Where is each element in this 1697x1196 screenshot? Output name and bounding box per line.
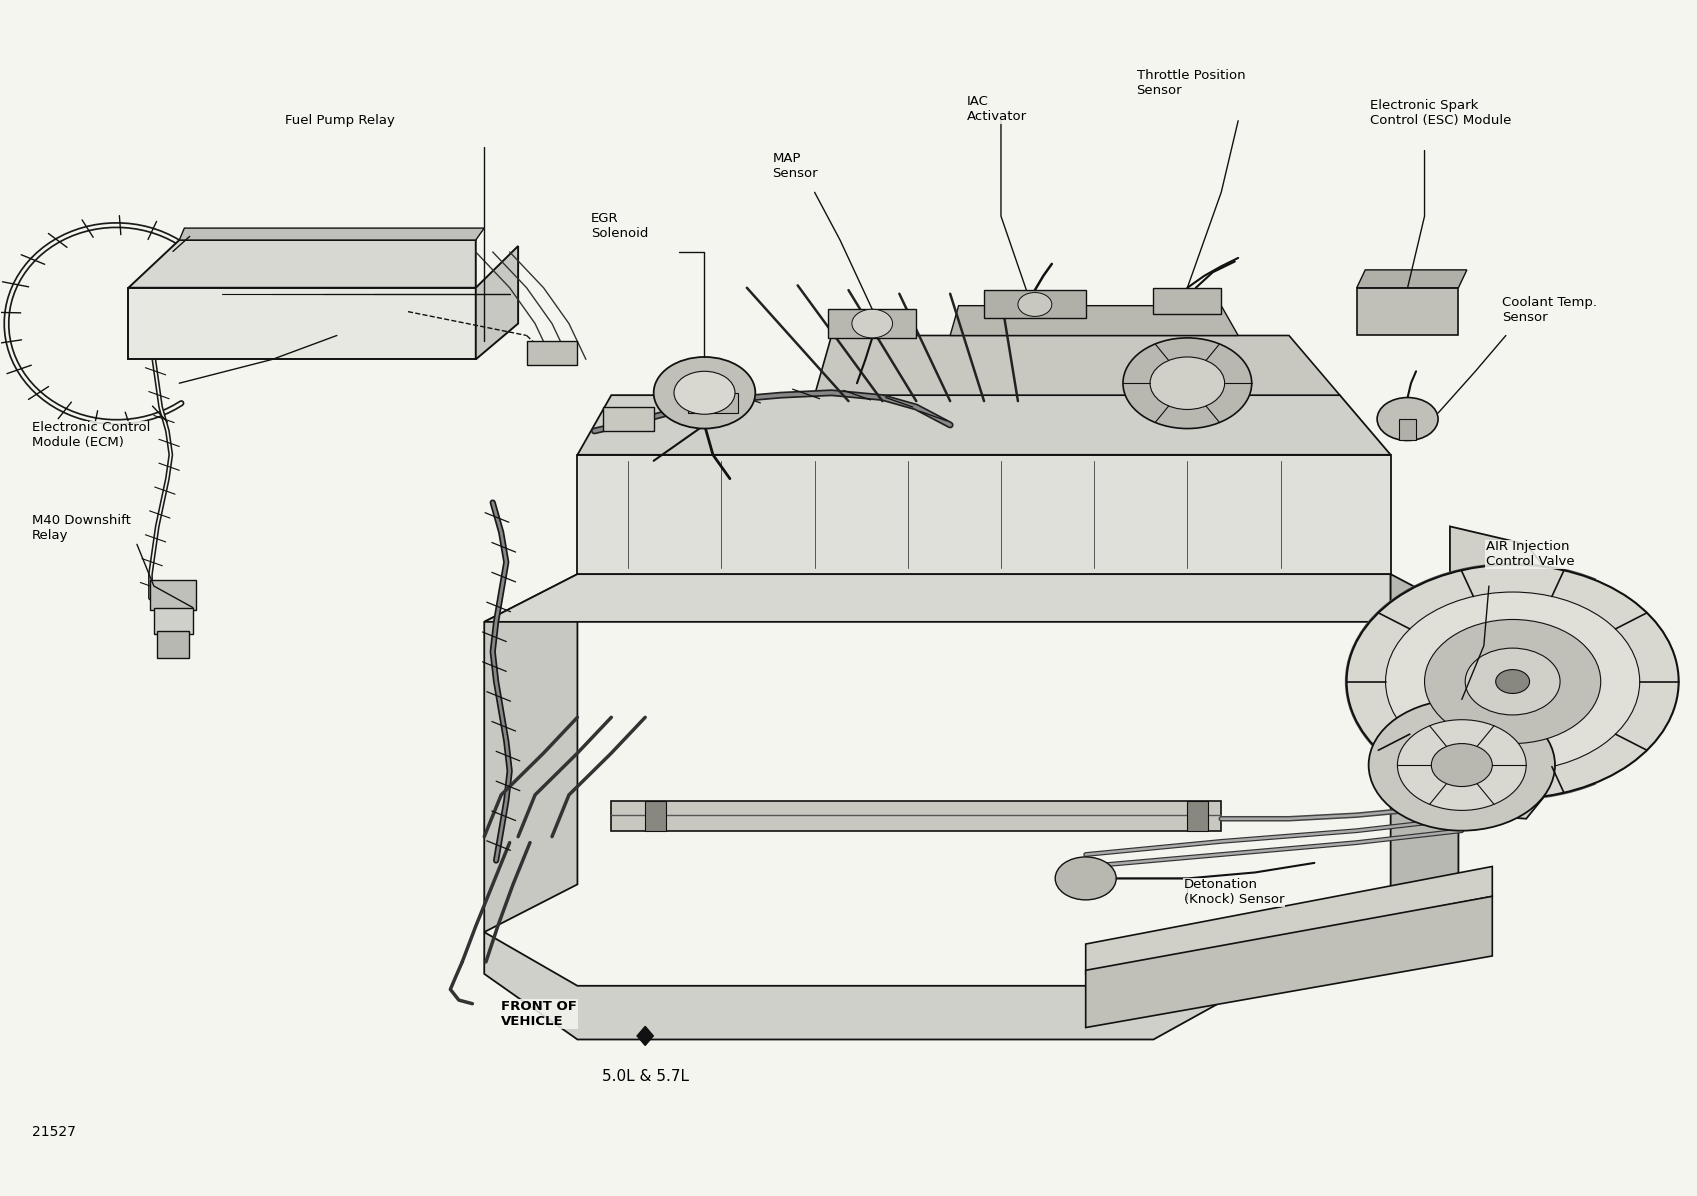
Text: M40 Downshift
Relay: M40 Downshift Relay bbox=[32, 514, 131, 543]
Polygon shape bbox=[1188, 801, 1208, 831]
Polygon shape bbox=[475, 246, 518, 359]
Circle shape bbox=[1151, 356, 1225, 409]
Polygon shape bbox=[180, 228, 484, 240]
Polygon shape bbox=[1358, 288, 1458, 336]
Text: MAP
Sensor: MAP Sensor bbox=[772, 152, 818, 181]
Circle shape bbox=[674, 371, 735, 414]
Polygon shape bbox=[645, 801, 665, 831]
Text: Throttle Position
Sensor: Throttle Position Sensor bbox=[1137, 69, 1246, 97]
Polygon shape bbox=[484, 932, 1273, 1039]
Text: EGR
Solenoid: EGR Solenoid bbox=[591, 212, 648, 240]
Text: Electronic Control
Module (ECM): Electronic Control Module (ECM) bbox=[32, 421, 151, 450]
Polygon shape bbox=[950, 306, 1239, 336]
Polygon shape bbox=[151, 580, 197, 610]
Polygon shape bbox=[484, 574, 1390, 622]
Polygon shape bbox=[1086, 866, 1492, 974]
Polygon shape bbox=[154, 608, 193, 634]
Polygon shape bbox=[129, 240, 475, 288]
Text: Fuel Pump Relay: Fuel Pump Relay bbox=[285, 114, 395, 127]
Polygon shape bbox=[1086, 896, 1492, 1027]
Text: AIR Injection
Control Valve: AIR Injection Control Valve bbox=[1485, 541, 1575, 568]
Polygon shape bbox=[129, 288, 475, 359]
Circle shape bbox=[1347, 565, 1678, 799]
Circle shape bbox=[852, 310, 893, 338]
Polygon shape bbox=[484, 574, 577, 932]
Polygon shape bbox=[1390, 574, 1458, 956]
Polygon shape bbox=[984, 291, 1086, 318]
Polygon shape bbox=[1398, 419, 1415, 440]
Circle shape bbox=[1123, 338, 1252, 428]
Polygon shape bbox=[1154, 288, 1222, 315]
Text: Electronic Spark
Control (ESC) Module: Electronic Spark Control (ESC) Module bbox=[1369, 99, 1512, 127]
Circle shape bbox=[1465, 648, 1560, 715]
Polygon shape bbox=[577, 395, 1390, 454]
Polygon shape bbox=[828, 310, 916, 338]
Circle shape bbox=[1018, 293, 1052, 317]
Circle shape bbox=[1368, 700, 1554, 831]
Polygon shape bbox=[1358, 270, 1466, 288]
Polygon shape bbox=[1449, 526, 1560, 819]
Circle shape bbox=[1056, 856, 1117, 899]
Circle shape bbox=[1376, 397, 1437, 440]
Polygon shape bbox=[687, 392, 738, 413]
Text: FRONT OF
VEHICLE: FRONT OF VEHICLE bbox=[501, 1000, 577, 1029]
Circle shape bbox=[1495, 670, 1529, 694]
Polygon shape bbox=[526, 341, 577, 365]
Circle shape bbox=[1424, 620, 1600, 744]
Circle shape bbox=[1385, 592, 1639, 771]
Polygon shape bbox=[158, 631, 190, 658]
Circle shape bbox=[1397, 720, 1526, 811]
Text: 5.0L & 5.7L: 5.0L & 5.7L bbox=[602, 1069, 689, 1085]
Circle shape bbox=[653, 356, 755, 428]
Polygon shape bbox=[602, 407, 653, 431]
Polygon shape bbox=[636, 1026, 653, 1045]
Text: IAC
Activator: IAC Activator bbox=[967, 96, 1027, 123]
Circle shape bbox=[1431, 744, 1492, 787]
Polygon shape bbox=[815, 336, 1341, 395]
Text: Coolant Temp.
Sensor: Coolant Temp. Sensor bbox=[1502, 295, 1597, 324]
Polygon shape bbox=[577, 454, 1390, 574]
Text: 21527: 21527 bbox=[32, 1125, 76, 1140]
Text: Detonation
(Knock) Sensor: Detonation (Knock) Sensor bbox=[1185, 878, 1285, 907]
Polygon shape bbox=[611, 801, 1222, 831]
